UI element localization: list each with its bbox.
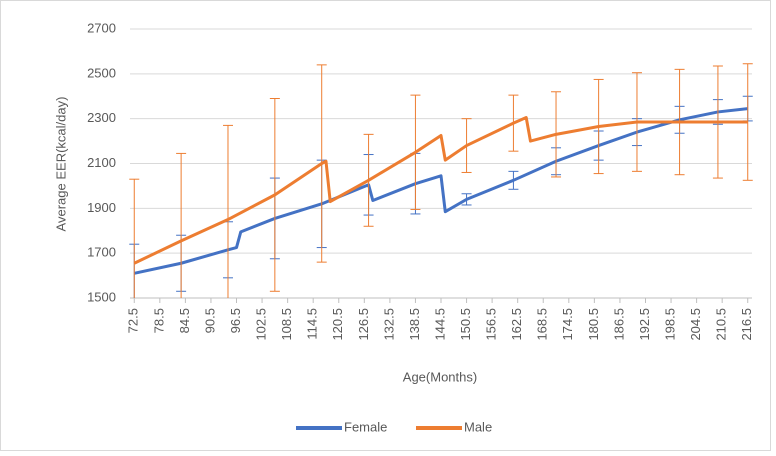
x-tick-label: 78.5 [151,308,166,333]
x-tick-label: 96.5 [228,308,243,333]
series-line [133,107,748,275]
x-tick-label: 216.5 [739,308,754,341]
x-tick-label: 132.5 [381,308,396,341]
x-tick-label: 102.5 [254,308,269,341]
x-tick-label: 156.5 [484,308,499,341]
x-axis-title: Age(Months) [403,369,477,384]
x-tick-label: 150.5 [458,308,473,341]
x-tick-label: 204.5 [688,308,703,341]
y-axis-title: Average EER(kcal/day) [53,97,68,232]
legend-label: Female [344,419,387,434]
plot-area [129,63,753,298]
y-tick-label: 2500 [87,65,116,80]
x-tick-label: 84.5 [177,308,192,333]
y-tick-label: 1900 [87,200,116,215]
x-tick-label: 114.5 [305,308,320,340]
legend-label: Male [464,419,492,434]
x-tick-label: 210.5 [714,308,729,341]
x-tick-label: 186.5 [611,308,626,341]
y-tick-label: 2100 [87,155,116,170]
y-tick-label: 2700 [87,20,116,35]
x-tick-label: 90.5 [202,308,217,333]
y-tick-label: 2300 [87,110,116,125]
x-tick-label: 180.5 [586,308,601,341]
x-tick-label: 120.5 [330,308,345,341]
x-tick-label: 192.5 [637,308,652,341]
x-tick-label: 108.5 [279,308,294,341]
x-tick-label: 198.5 [662,308,677,341]
x-tick-label: 168.5 [535,308,550,341]
y-tick-label: 1700 [87,245,116,260]
y-tick-label: 1500 [87,289,116,304]
x-tick-label: 72.5 [126,308,141,333]
x-tick-label: 162.5 [509,308,524,341]
x-tick-label: 144.5 [432,308,447,341]
x-tick-label: 126.5 [356,308,371,341]
series-line [133,116,748,265]
x-tick-label: 174.5 [560,308,575,341]
x-tick-label: 138.5 [407,308,422,341]
